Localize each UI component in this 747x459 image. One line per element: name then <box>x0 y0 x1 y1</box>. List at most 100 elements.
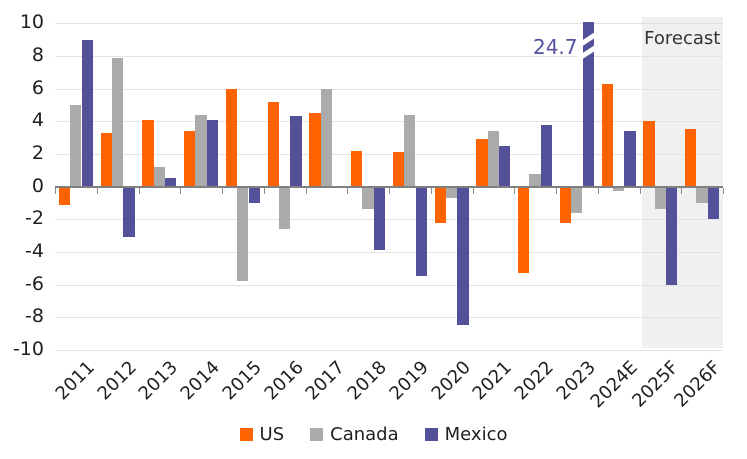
bar-us-2016 <box>267 101 279 187</box>
bar-us-2020 <box>434 186 446 223</box>
y-gridline <box>55 153 723 155</box>
bar-mexico-2012 <box>123 186 135 238</box>
bar-canada-2022 <box>529 173 541 187</box>
bar-us-2011 <box>58 186 71 205</box>
y-axis-tick-label: 4 <box>31 109 44 132</box>
x-axis-zero-line <box>55 186 723 189</box>
bar-mexico-2013 <box>165 178 177 187</box>
x-axis-tick <box>138 187 140 194</box>
forecast-label: Forecast <box>644 28 721 49</box>
x-axis-tick <box>639 187 641 194</box>
bar-canada-2023 <box>571 186 583 213</box>
bar-us-2018 <box>351 150 363 187</box>
bar-mexico-2022 <box>540 124 553 187</box>
x-axis-tick <box>96 187 98 194</box>
y-gridline <box>55 317 723 319</box>
legend-swatch-mexico-icon <box>424 428 438 441</box>
bar-canada-2021 <box>487 131 499 187</box>
legend-item-us: US <box>239 424 285 445</box>
bar-mexico-2011 <box>81 39 93 187</box>
bar-mexico-2015 <box>248 186 260 203</box>
y-gridline <box>55 121 723 123</box>
bar-mexico-2014 <box>206 119 219 187</box>
y-gridline <box>55 219 723 221</box>
y-axis-tick-label: -8 <box>25 305 44 328</box>
y-axis-tick-label: 8 <box>31 43 44 66</box>
bar-mexico-2019 <box>415 186 427 277</box>
bar-mexico-2016 <box>290 116 302 187</box>
x-axis-tick <box>305 187 307 194</box>
bar-mexico-2024E <box>624 131 636 187</box>
bar-us-2022 <box>518 186 530 274</box>
y-axis-tick-label: -10 <box>12 337 44 360</box>
y-axis-tick-label: 6 <box>31 76 44 99</box>
x-axis-tick <box>389 187 390 194</box>
bar-canada-2015 <box>237 186 249 282</box>
bar-us-2014 <box>184 131 196 187</box>
y-axis-tick-label: -4 <box>25 239 44 262</box>
bar-canada-2017 <box>320 88 332 187</box>
bar-canada-2018 <box>362 186 374 210</box>
bar-mexico-2026F <box>707 186 720 220</box>
y-axis-tick-label: 10 <box>19 11 44 34</box>
bar-mexico-2023 <box>582 22 594 187</box>
y-gridline <box>55 55 723 57</box>
x-axis-tick <box>514 187 516 194</box>
bar-mexico-2025F <box>666 186 678 285</box>
bar-us-2021 <box>476 139 488 187</box>
bar-us-2012 <box>100 132 112 187</box>
bar-canada-2026F <box>696 186 708 203</box>
legend: US Canada Mexico <box>0 424 747 445</box>
bar-canada-2024E <box>612 186 625 192</box>
bar-us-2026F <box>685 129 697 187</box>
legend-label-canada: Canada <box>330 424 399 445</box>
y-axis-tick-label: -6 <box>25 272 44 295</box>
bar-us-2019 <box>392 152 405 187</box>
y-gridline <box>55 349 723 351</box>
y-axis-tick-label: -2 <box>25 207 44 230</box>
x-axis-tick <box>430 187 432 194</box>
bar-us-2017 <box>309 113 321 187</box>
bar-canada-2011 <box>70 104 82 187</box>
x-axis-tick <box>180 187 182 194</box>
y-gridline <box>55 284 723 286</box>
bar-mexico-2021 <box>499 145 511 187</box>
legend-item-mexico: Mexico <box>424 424 508 445</box>
bar-value-annotation: 24.7 <box>532 35 578 59</box>
bar-canada-2025F <box>654 186 666 210</box>
bar-canada-2019 <box>404 114 416 187</box>
y-gridline <box>55 23 723 25</box>
y-axis-tick-label: 0 <box>31 174 44 197</box>
x-axis-tick <box>347 187 349 194</box>
x-axis-tick <box>723 187 724 194</box>
bar-mexico-2018 <box>373 186 386 251</box>
bar-us-2013 <box>142 119 154 187</box>
bar-canada-2016 <box>278 186 291 230</box>
bar-us-2015 <box>225 88 238 187</box>
bar-mexico-2020 <box>457 186 469 326</box>
x-axis-tick <box>55 187 56 194</box>
y-axis-tick-label: 2 <box>31 141 44 164</box>
legend-swatch-canada-icon <box>310 428 324 441</box>
legend-label-us: US <box>259 424 285 445</box>
x-axis-tick <box>263 187 265 194</box>
bar-canada-2013 <box>153 166 165 187</box>
bar-us-2025F <box>643 121 655 187</box>
bar-canada-2012 <box>111 57 124 187</box>
legend-swatch-us-icon <box>239 428 253 441</box>
bar-canada-2020 <box>445 186 458 199</box>
forecast-band <box>641 17 723 348</box>
x-axis-tick <box>681 187 683 194</box>
legend-label-mexico: Mexico <box>444 424 508 445</box>
x-axis-tick <box>597 187 599 194</box>
bar-us-2024E <box>601 83 613 187</box>
x-axis-tick <box>222 187 223 194</box>
y-gridline <box>55 251 723 253</box>
x-axis-tick <box>472 187 474 194</box>
legend-item-canada: Canada <box>310 424 399 445</box>
bar-us-2023 <box>559 186 572 223</box>
y-gridline <box>55 88 723 90</box>
x-axis-tick <box>556 187 557 194</box>
bar-canada-2014 <box>195 114 207 187</box>
